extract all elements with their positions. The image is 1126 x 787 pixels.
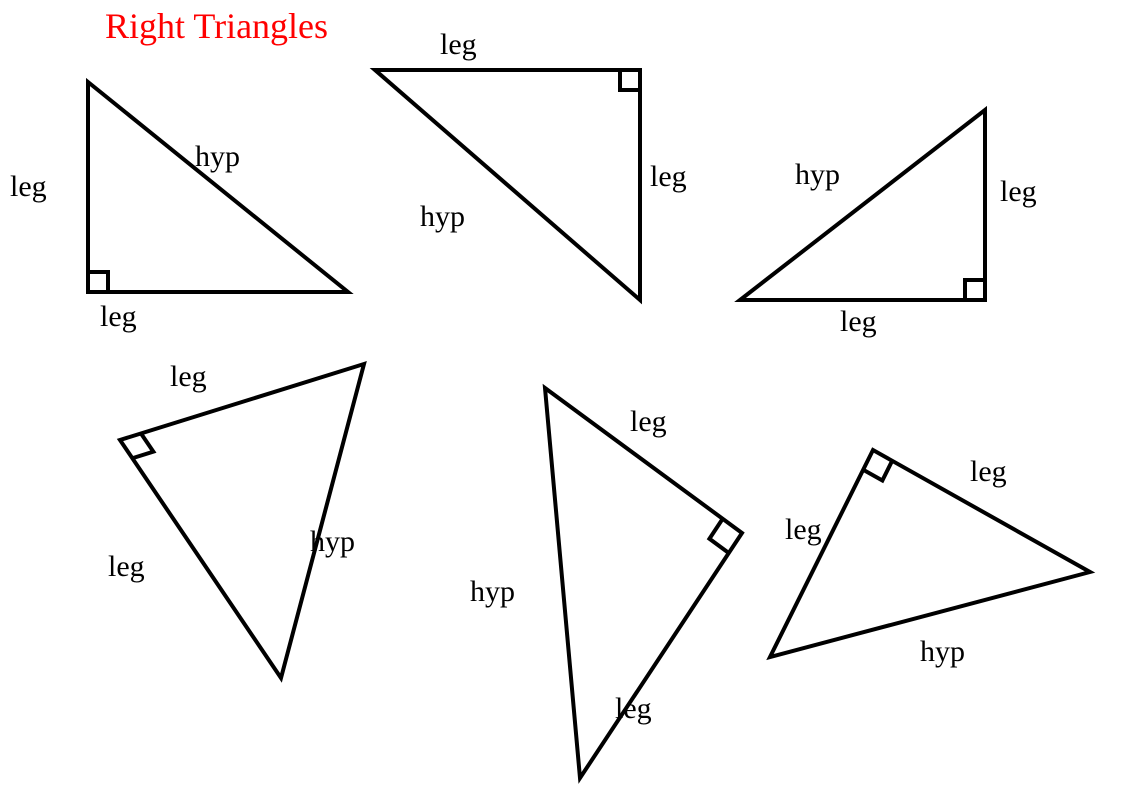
label-t4-ca: hyp (310, 525, 355, 559)
label-t5-bc: leg (615, 692, 652, 726)
label-t2-bc: leg (650, 160, 687, 194)
right-angle-marker-t5 (709, 519, 728, 553)
label-t2-ab: leg (440, 28, 477, 62)
label-t3-bc: leg (1000, 175, 1037, 209)
label-t5-ab: leg (630, 405, 667, 439)
triangle-t1 (88, 82, 348, 292)
label-t1-ca: hyp (195, 140, 240, 174)
label-t6-ab: leg (785, 513, 822, 547)
right-angle-marker-t1 (88, 272, 108, 292)
label-t2-ca: hyp (420, 200, 465, 234)
label-t6-bc: leg (970, 455, 1007, 489)
triangle-t6 (770, 450, 1090, 657)
label-t4-bc: leg (108, 550, 145, 584)
triangle-t2 (375, 70, 640, 300)
label-t3-ca: hyp (795, 158, 840, 192)
triangle-t3 (740, 110, 985, 300)
triangle-t4 (120, 364, 364, 678)
right-angle-marker-t2 (620, 70, 640, 90)
label-t6-ca: hyp (920, 635, 965, 669)
diagram-canvas: Right Triangles legleghyplegleghyplegleg… (0, 0, 1126, 787)
label-t5-ca: hyp (470, 575, 515, 609)
label-t4-ab: leg (170, 360, 207, 394)
right-angle-marker-t3 (965, 280, 985, 300)
label-t1-ab: leg (10, 170, 47, 204)
label-t3-ab: leg (840, 305, 877, 339)
label-t1-bc: leg (100, 300, 137, 334)
